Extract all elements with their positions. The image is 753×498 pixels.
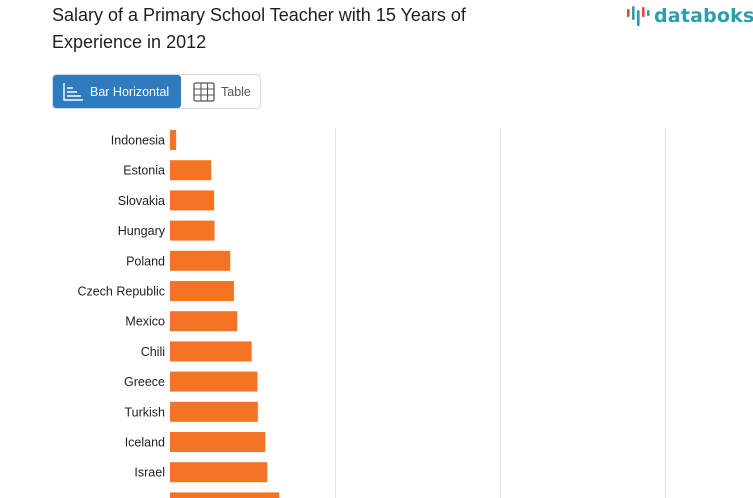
- bar-hungary[interactable]: [170, 220, 215, 241]
- bar-row-13[interactable]: [170, 492, 280, 498]
- grid-lines: [335, 128, 666, 498]
- category-label: Greece: [124, 375, 165, 389]
- bars: [170, 130, 280, 498]
- category-label: Mexico: [125, 315, 165, 329]
- table-view-button[interactable]: Table: [181, 75, 260, 108]
- category-label: Iceland: [125, 436, 165, 450]
- bar-horizontal-label: Bar Horizontal: [90, 84, 170, 99]
- category-label: Hungary: [118, 224, 166, 238]
- bar-chili[interactable]: [170, 341, 252, 362]
- bar-mexico[interactable]: [170, 311, 238, 332]
- bar-israel[interactable]: [170, 462, 268, 483]
- table-icon: [193, 81, 215, 102]
- bar-horizontal-icon: [63, 82, 83, 101]
- databoks-logo-icon: [627, 6, 650, 26]
- bar-poland[interactable]: [170, 250, 231, 271]
- category-label: Israel: [134, 466, 165, 480]
- category-label: Poland: [126, 254, 165, 268]
- table-label: Table: [221, 84, 251, 99]
- databoks-logo[interactable]: databoks: [626, 4, 753, 28]
- category-label: Chili: [141, 345, 165, 359]
- bar-turkish[interactable]: [170, 401, 258, 422]
- view-toggle: Bar Horizontal Table: [52, 74, 261, 109]
- bar-czech-republic[interactable]: [170, 281, 234, 301]
- bar-horizontal-view-button[interactable]: Bar Horizontal: [53, 75, 181, 108]
- bar-greece[interactable]: [170, 371, 258, 392]
- bar-chart: Indonesia Estonia Slovakia Hungary Poland Cze…: [77, 128, 666, 498]
- category-label: Indonesia: [111, 134, 165, 148]
- bar-slovakia[interactable]: [170, 190, 215, 211]
- chart-title: Salary of a Primary School Teacher with …: [52, 5, 466, 52]
- logo-wordmark: databoks: [654, 5, 753, 27]
- category-label: Turkish: [124, 405, 165, 419]
- bar-indonesia[interactable]: [170, 130, 177, 150]
- category-labels: Indonesia Estonia Slovakia Hungary Poland Cze…: [77, 134, 165, 480]
- category-label: Estonia: [123, 164, 165, 178]
- category-label: Czech Republic: [77, 285, 165, 299]
- category-label: Slovakia: [118, 194, 165, 208]
- bar-iceland[interactable]: [170, 432, 266, 452]
- bar-estonia[interactable]: [170, 160, 212, 181]
